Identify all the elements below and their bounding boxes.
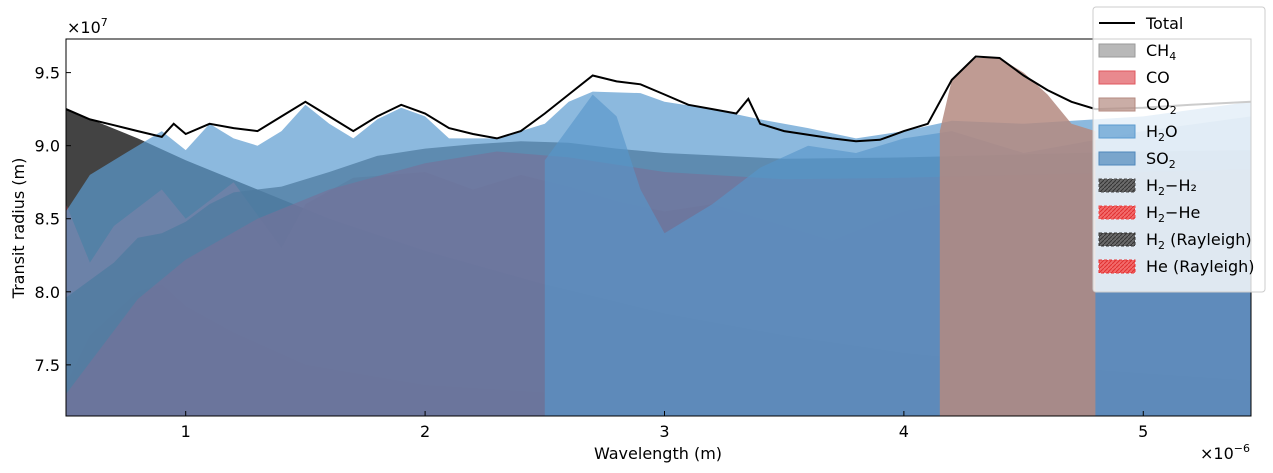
y-offset-base: ×10	[67, 18, 101, 37]
x-tick-label: 1	[181, 422, 191, 441]
legend-label-heray: He (Rayleigh)	[1146, 257, 1255, 276]
legend-marker-ch4	[1098, 43, 1136, 58]
legend-box	[1092, 6, 1266, 293]
x-tick-label: 4	[899, 422, 909, 441]
legend-marker-h2ray	[1098, 232, 1136, 247]
legend-label-total: Total	[1145, 14, 1183, 33]
x-tick-label: 5	[1138, 422, 1148, 441]
legend-label-ch4: CH4​	[1146, 41, 1176, 63]
legend-label-so2: SO2​	[1146, 149, 1176, 171]
series-layer	[66, 58, 1251, 416]
y-tick-label: 9.0	[35, 137, 60, 156]
legend-marker-heray	[1098, 259, 1136, 274]
total-line	[66, 55, 1251, 143]
legend: Total CH4​ CO CO2​ H2O SO2​ H2−H₂ H2−He H2 (Rayl…	[1092, 6, 1266, 293]
x-axis-label: Wavelength (m)	[594, 444, 722, 463]
x-offset-label: ×10−6	[1200, 442, 1250, 463]
y-tick-label: 8.0	[35, 283, 60, 302]
x-tick-label: 3	[659, 422, 669, 441]
total-layer	[66, 55, 1251, 143]
legend-marker-co	[1098, 70, 1136, 85]
y-offset-exp: 7	[101, 16, 108, 29]
legend-label-h2he: H2−He	[1146, 203, 1200, 225]
legend-label-co: CO	[1146, 68, 1170, 87]
y-tick-label: 8.5	[35, 210, 60, 229]
series-co2	[939, 58, 1096, 416]
y-tick-label: 9.5	[35, 64, 60, 83]
y-tick-label: 7.5	[35, 356, 60, 375]
legend-marker-h2o	[1098, 124, 1136, 139]
legend-label-co2: CO2​	[1146, 95, 1177, 117]
x-offset-exp: −6	[1234, 442, 1250, 455]
legend-marker-h2h2	[1098, 178, 1136, 193]
x-offset-base: ×10	[1200, 444, 1234, 463]
legend-label-h2ray: H2 (Rayleigh)	[1146, 230, 1252, 252]
legend-label-h2o: H2O	[1146, 122, 1178, 144]
legend-label-h2h2: H2−H₂	[1146, 176, 1197, 198]
legend-marker-co2	[1098, 97, 1136, 112]
x-axis-ticks: 1 2 3 4 5	[181, 411, 1148, 441]
legend-marker-h2he	[1098, 205, 1136, 220]
y-axis-ticks: 7.5 8.0 8.5 9.0 9.5	[35, 64, 71, 375]
y-axis-label: Transit radius (m)	[9, 158, 28, 300]
y-offset-label: ×107	[67, 16, 108, 37]
x-tick-label: 2	[420, 422, 430, 441]
legend-marker-so2	[1098, 151, 1136, 166]
